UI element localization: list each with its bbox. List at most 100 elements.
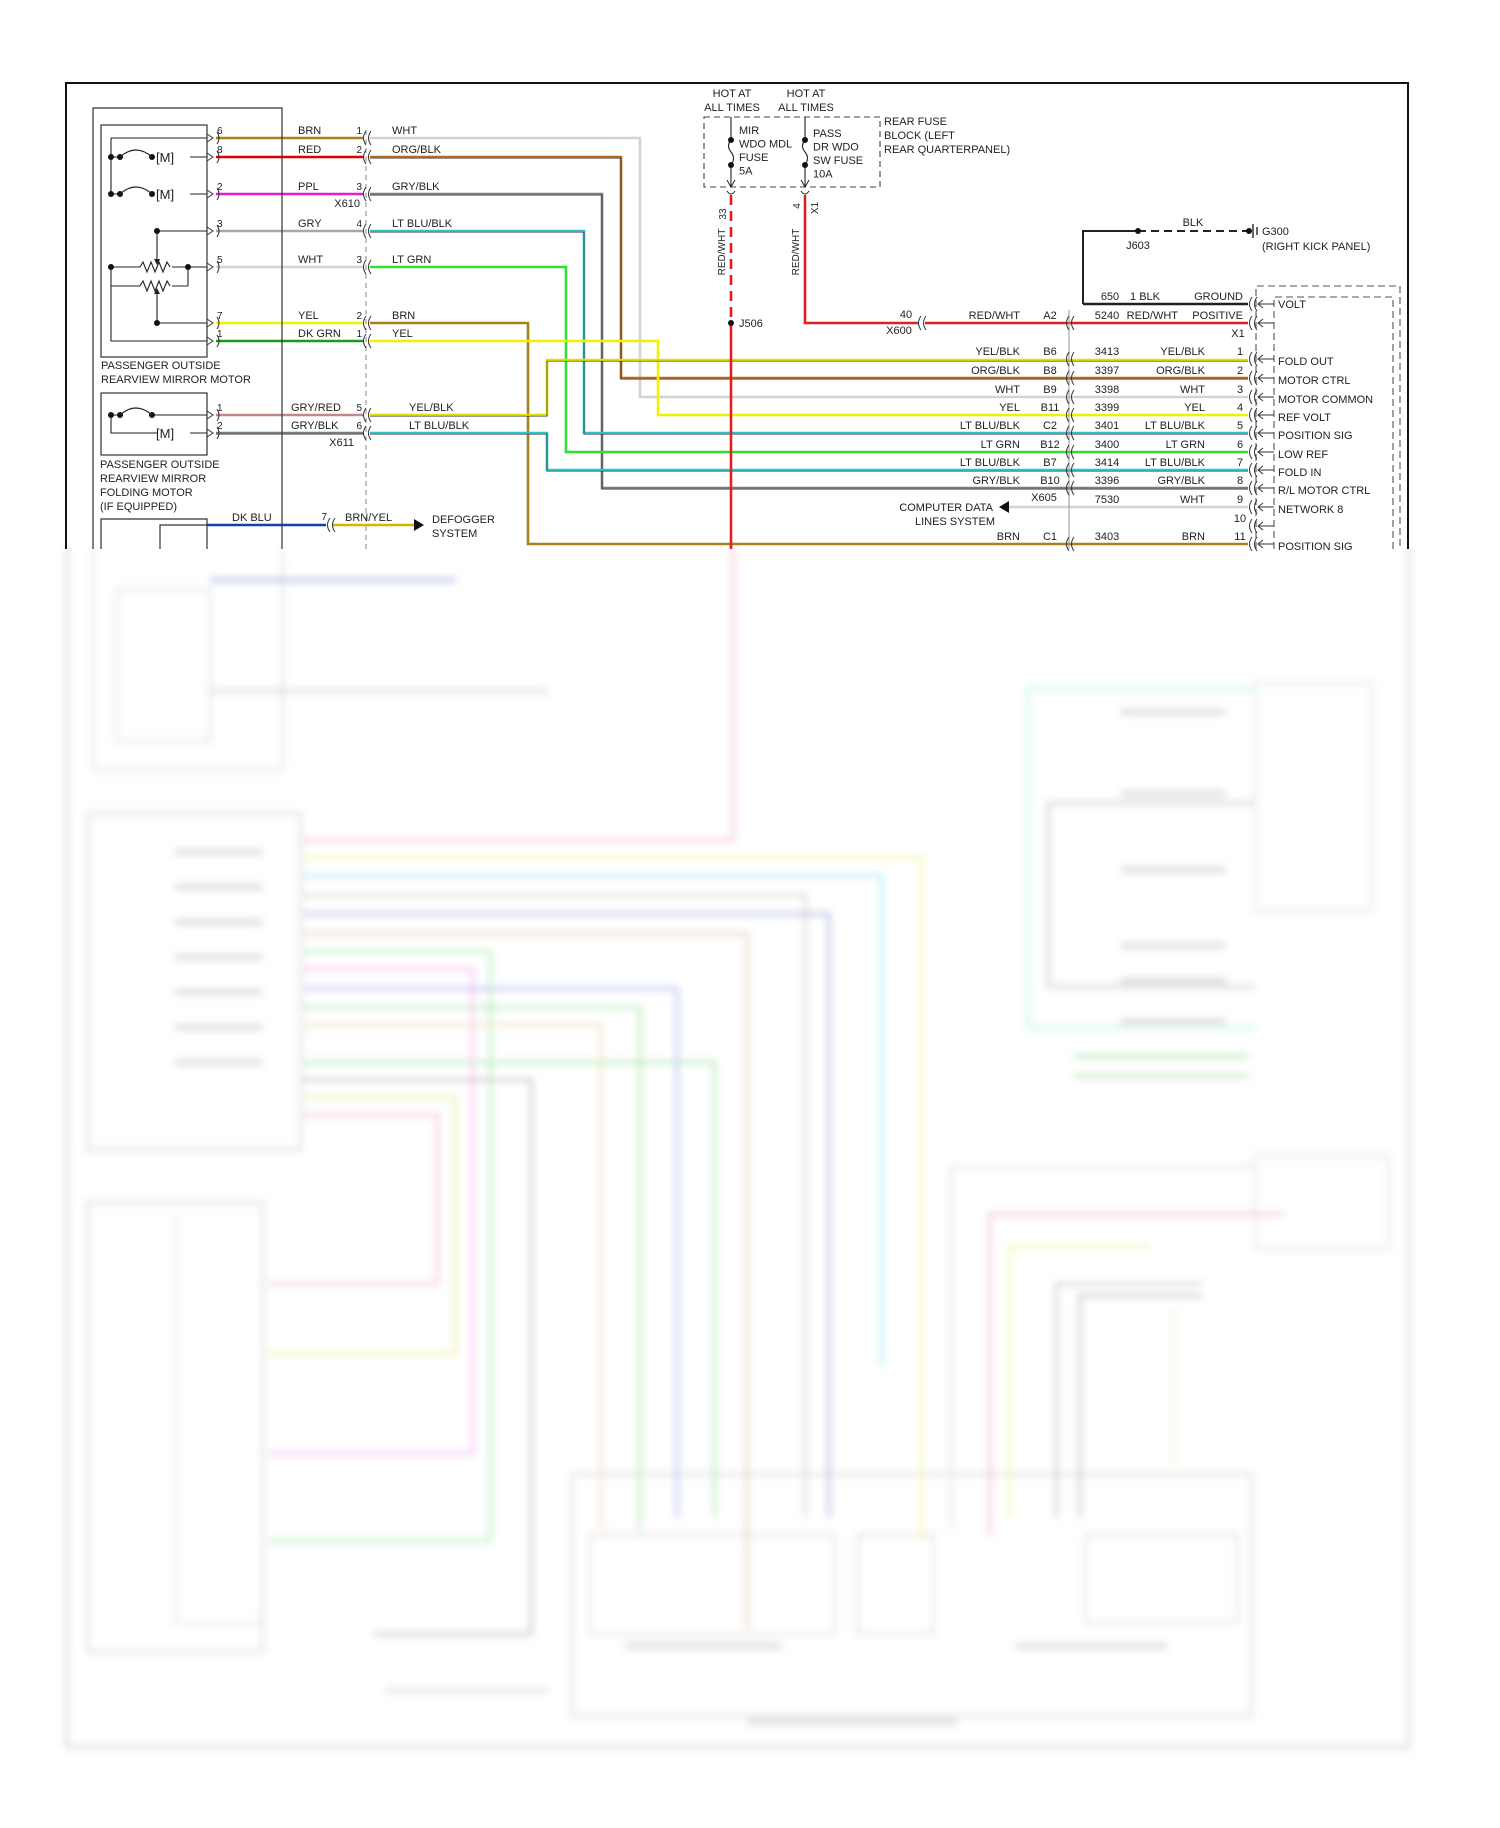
pin-arrow-icon xyxy=(1257,521,1274,531)
label-module-power_rows-1-overlay: POSITIVE xyxy=(1192,310,1243,322)
module-inner-outline xyxy=(1273,296,1394,549)
label-fuse_block-fuses-0-hot-1: ALL TIMES xyxy=(704,102,760,114)
ground-wire-solid xyxy=(1082,230,1138,304)
label-module-rows-5-circuit: 3400 xyxy=(1095,439,1119,451)
blurred-line xyxy=(92,548,284,772)
blurred-line xyxy=(303,548,735,842)
label-defogger-conn_pin: 7 xyxy=(321,512,327,523)
label-folding_motor-pins-1-wire: GRY/BLK xyxy=(291,420,339,432)
label-x600-name: X600 xyxy=(886,325,912,337)
label-module-rows-6-code: B7 xyxy=(1043,457,1056,469)
label-module-power_rows-0-overlay: GROUND xyxy=(1194,291,1243,303)
splice-dot xyxy=(728,137,734,143)
wires xyxy=(207,136,1248,549)
label-module-rows-3-circuit: 3399 xyxy=(1095,402,1119,414)
label-ground-wire: BLK xyxy=(1183,217,1204,229)
blurred-line xyxy=(857,1534,935,1635)
label-module-data_lines-0: COMPUTER DATA xyxy=(899,502,993,514)
label-module-rows-7-wire: GRY/BLK xyxy=(1158,475,1206,487)
label-module-rows-4-wire: LT BLU/BLK xyxy=(1145,420,1206,432)
wire-wht[interactable] xyxy=(370,136,1248,399)
label-module-rows-0-pin: 1 xyxy=(1237,346,1243,358)
switch-contact-icon xyxy=(119,149,153,158)
label-module-rows-2-circuit: 3398 xyxy=(1095,384,1119,396)
blurred-line xyxy=(303,874,883,1366)
blurred-line xyxy=(949,1165,1255,1530)
label-module-rows-1-label: MOTOR CTRL xyxy=(1278,375,1351,387)
label-folding_motor-pins-1-conn_pin: 6 xyxy=(356,421,362,432)
diagram-frame xyxy=(65,82,1409,549)
label-module-rows-10-pin: 11 xyxy=(1234,531,1245,543)
label-module-rows-1-wire: ORG/BLK xyxy=(1156,365,1206,377)
splice-dot xyxy=(154,320,160,326)
blurred-line xyxy=(174,1213,263,1624)
pin-terminal-icon xyxy=(206,150,220,164)
label-module-rows-10-label: POSITION SIG xyxy=(1278,541,1353,553)
mirror-motor-box xyxy=(100,124,208,358)
blurred-line xyxy=(1055,1282,1203,1518)
connector-symbol xyxy=(1066,389,1075,405)
ground-icon xyxy=(1252,224,1258,238)
module-connector-pin xyxy=(1249,425,1258,441)
label-folding_motor-pins-1-out_wire: LT BLU/BLK xyxy=(409,420,470,432)
label-module-rows-5-left_wire: LT GRN xyxy=(981,439,1020,451)
frame-lower xyxy=(65,548,1411,1749)
label-folding_motor-title-0: PASSENGER OUTSIDE xyxy=(100,459,220,471)
blurred-line xyxy=(268,1113,440,1286)
splice-dot xyxy=(108,412,114,418)
label-module-rows-4-code: C2 xyxy=(1043,420,1057,432)
connector-symbol xyxy=(1066,370,1075,386)
label-module-rows-10-wire: BRN xyxy=(1182,531,1205,543)
rear-fuse-block[interactable] xyxy=(703,116,881,188)
ground-dot xyxy=(1246,228,1252,234)
blurred-line xyxy=(1073,1055,1250,1078)
splice-dot xyxy=(802,137,808,143)
label-module-rows-3-wire: YEL xyxy=(1184,402,1205,414)
label-fuse_block-fuses-1-name-2: SW FUSE xyxy=(813,155,863,167)
pin-terminal-icon xyxy=(206,316,220,330)
label-mirror_motor-pins-0-conn_pin: 1 xyxy=(356,126,362,137)
label-fuse_block-fuses-1-name-0: PASS xyxy=(813,128,842,140)
label-module-rows-5-code: B12 xyxy=(1040,439,1060,451)
label-mirror_motor-pins-0-pin: 6 xyxy=(217,126,223,137)
label-module-rows-4-left_wire: LT BLU/BLK xyxy=(960,420,1021,432)
label-module-rows-3-label: REF VOLT xyxy=(1278,412,1331,424)
labels: 6 BRN 1 WHT 8 RED 2 ORG/BLK 2 PPL 3 GRY/BLK 3 GRY 4 LT … xyxy=(100,88,1373,553)
splice-dot xyxy=(108,264,114,270)
blurred-line xyxy=(1046,801,1255,988)
wire-red-wht-fuse2[interactable] xyxy=(803,195,918,325)
pin-arrow-icon xyxy=(1257,428,1274,438)
label-module-rows-4-pin: 5 xyxy=(1237,420,1243,432)
switch-contact-icon xyxy=(119,407,153,416)
connector-symbol xyxy=(918,315,927,331)
label-module-rows-1-code: B8 xyxy=(1043,365,1056,377)
label-folding_motor-title-1: REARVIEW MIRROR xyxy=(100,473,206,485)
label-module-rows-6-left_wire: LT BLU/BLK xyxy=(960,457,1021,469)
pin-arrow-icon xyxy=(1257,539,1274,549)
switch-contact-icon xyxy=(119,186,153,195)
blurred-line xyxy=(303,1005,642,1530)
label-module-rows-7-pin: 8 xyxy=(1237,475,1243,487)
splice-dot xyxy=(185,264,191,270)
label-module-rows-10-circuit: 3403 xyxy=(1095,531,1119,543)
blurred-line xyxy=(1254,682,1373,912)
label-module-rows-3-code: B11 xyxy=(1041,402,1060,414)
label-module-rows-0-left_wire: YEL/BLK xyxy=(975,346,1020,358)
mirror-assembly-enclosure xyxy=(92,107,283,549)
connector-symbol xyxy=(363,186,372,202)
label-mirror_motor-pins-2-conn_pin: 3 xyxy=(356,182,362,193)
node-dot xyxy=(108,191,114,197)
module-connector-pin xyxy=(1249,444,1258,460)
module-connector-pin xyxy=(1249,389,1258,405)
label-mirror_motor-pins-6-out_wire: YEL xyxy=(392,328,413,340)
label-folding_motor-pins-0-out_wire: YEL/BLK xyxy=(409,402,454,414)
label-mirror_motor-pins-1-wire: RED xyxy=(298,144,321,156)
label-fuse_block-title-0: REAR FUSE xyxy=(884,116,947,128)
blurred-line xyxy=(86,1201,264,1653)
wire-yel[interactable] xyxy=(370,339,1248,417)
connector-symbol xyxy=(363,149,372,165)
pin-arrow-icon xyxy=(1257,410,1274,420)
label-module-power_rows-0-circuit: 650 xyxy=(1101,291,1119,303)
motor-icon: [M] xyxy=(156,187,174,202)
